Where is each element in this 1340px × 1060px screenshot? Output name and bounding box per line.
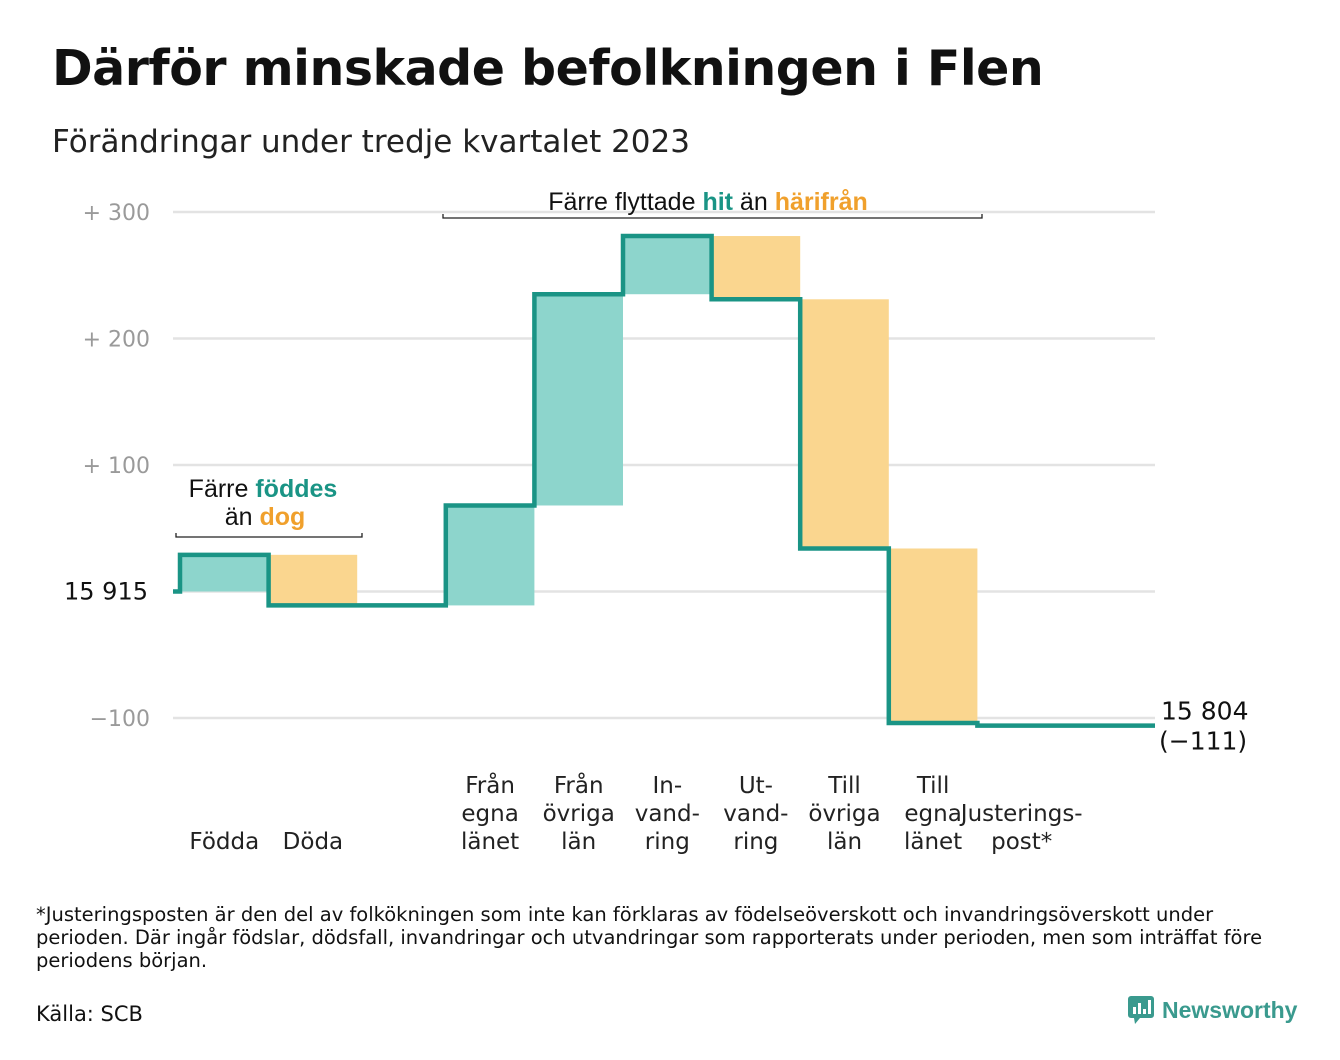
x-axis-label: länet <box>904 829 962 855</box>
x-axis-label: vand- <box>635 801 700 827</box>
y-tick-label: + 300 <box>83 201 150 226</box>
waterfall-chart: + 300 + 200 + 100 −100 15 915 15 804(−111) Föd… <box>64 188 1248 855</box>
x-axis-label: Från <box>554 771 604 799</box>
x-axis-label: län <box>561 829 596 855</box>
bar-in <box>445 505 535 606</box>
annotation-part: föddes <box>255 475 337 503</box>
x-axis-label: Från <box>465 771 515 799</box>
x-axis-label: Till <box>827 773 861 799</box>
chart-title: Därför minskade befolkningen i Flen <box>52 40 1044 97</box>
annotation-bracket-migration <box>442 214 983 219</box>
x-axis-label: övriga <box>543 801 615 827</box>
x-axis-label: vand- <box>723 801 788 827</box>
bar-out <box>800 299 889 549</box>
x-axis-label: länet <box>461 829 519 855</box>
x-axis-label: egna <box>461 801 518 827</box>
cumulative-step-line <box>173 233 1155 728</box>
newsworthy-logo-icon <box>1128 996 1154 1024</box>
y-tick-label: −100 <box>90 707 150 732</box>
source-label: Källa: SCB <box>36 1002 143 1026</box>
x-axis-label: Födda <box>189 829 259 855</box>
y-tick-label: + 200 <box>83 328 150 353</box>
x-axis-label: Till <box>916 773 950 799</box>
annotation-part: hit <box>702 188 733 216</box>
annotation-births: Färre föddes <box>189 475 338 503</box>
bar-in <box>180 554 269 592</box>
x-axis-label: egna <box>904 801 961 827</box>
x-axis-label: post* <box>991 829 1052 855</box>
footnote: *Justeringsposten är den del av folkökni… <box>36 903 1263 972</box>
annotation-migration: Färre flyttade hit än härifrån <box>548 188 868 216</box>
annotation-part: härifrån <box>775 188 868 216</box>
x-axis-label: Justerings- <box>959 801 1083 827</box>
x-axis-label: ring <box>733 829 778 855</box>
x-axis-label: övriga <box>808 801 880 827</box>
bar-out <box>268 554 358 606</box>
bar-out <box>711 236 801 300</box>
brand-name: Newsworthy <box>1162 996 1298 1023</box>
y-tick-label: + 100 <box>83 454 150 479</box>
x-axis-label: In- <box>652 773 682 799</box>
annotation-part: Färre <box>189 475 256 503</box>
end-change-label: (−111) <box>1159 727 1247 756</box>
x-axis-label: ring <box>645 829 690 855</box>
x-axis-label: Ut- <box>739 773 773 799</box>
brand: Newsworthy <box>1128 996 1297 1024</box>
bar-out <box>888 548 978 724</box>
annotation-part: Färre flyttade <box>548 188 702 216</box>
chart-subtitle: Förändringar under tredje kvartalet 2023 <box>52 124 690 160</box>
annotation-deaths: än dog <box>225 503 306 531</box>
annotation-part: än <box>733 188 775 216</box>
bar-in <box>534 294 623 506</box>
end-value-label: 15 804 <box>1161 697 1248 726</box>
x-axis-label: Döda <box>283 829 343 855</box>
x-axis-label: län <box>827 829 862 855</box>
annotation-bracket-births <box>175 533 363 538</box>
start-value-label: 15 915 <box>64 578 148 606</box>
annotation-part: dog <box>259 503 305 531</box>
annotation-part: än <box>225 503 260 531</box>
bar-in <box>623 236 712 295</box>
bars <box>180 236 978 724</box>
